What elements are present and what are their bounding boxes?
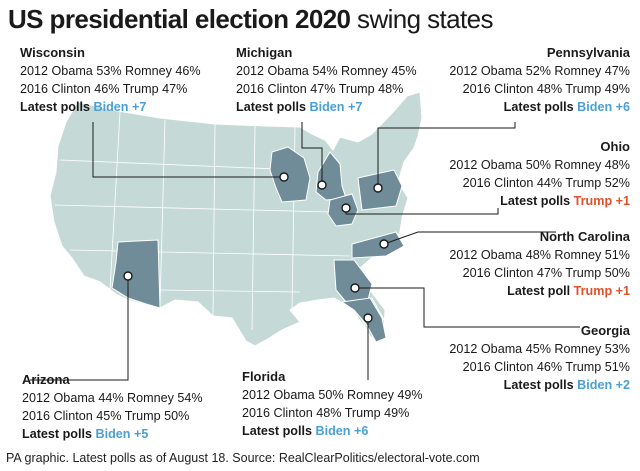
state-arizona [111,239,161,309]
latest-polls: Latest polls Biden +6 [242,422,423,440]
result-2016: 2016 Clinton 45% Trump 50% [22,409,190,423]
result-2012: 2012 Obama 50% Romney 48% [449,158,630,172]
state-wisconsin [269,146,311,203]
result-2012: 2012 Obama 48% Romney 51% [449,248,630,262]
leader-georgia [355,287,580,328]
leader-michigan [301,122,323,185]
title-bold: US presidential election 2020 [8,4,351,34]
latest-polls: Latest polls Biden +2 [449,376,630,394]
result-2012: 2012 Obama 53% Romney 46% [20,64,201,78]
result-2016: 2016 Clinton 46% Trump 51% [462,360,630,374]
result-2012: 2012 Obama 44% Romney 54% [22,391,203,405]
label-ohio: Ohio 2012 Obama 50% Romney 48% 2016 Clin… [449,138,630,210]
latest-polls: Latest polls Biden +5 [22,425,203,443]
result-2016: 2016 Clinton 48% Trump 49% [242,406,410,420]
result-2012: 2012 Obama 54% Romney 45% [236,64,417,78]
poll-label: Latest polls [236,100,306,114]
leader-wisconsin [92,122,284,178]
leader-arizona [30,276,129,381]
leader-pennsylvania [377,122,516,188]
state-name: Georgia [580,323,630,338]
label-pennsylvania: Pennsylvania 2012 Obama 52% Romney 47% 2… [449,44,630,116]
marker-georgia [350,283,360,293]
poll-label: Latest poll [507,284,571,298]
latest-polls: Latest polls Biden +7 [20,98,201,116]
label-wisconsin: Wisconsin 2012 Obama 53% Romney 46% 2016… [20,44,201,116]
marker-north-carolina [379,239,389,249]
swing-states [111,146,405,343]
poll-value: Trump +1 [573,284,630,298]
state-name: Michigan [236,45,293,60]
state-markers [123,172,389,323]
marker-pennsylvania [373,183,383,193]
result-2016: 2016 Clinton 47% Trump 50% [462,266,630,280]
label-north-carolina: North Carolina 2012 Obama 48% Romney 51%… [449,228,630,300]
state-name: Florida [242,369,286,384]
marker-ohio [341,203,351,213]
poll-label: Latest polls [20,100,90,114]
poll-value: Biden +7 [93,100,147,114]
page-title: US presidential election 2020 swing stat… [8,4,494,35]
state-name: Ohio [600,139,630,154]
marker-florida [363,313,373,323]
marker-arizona [123,271,133,281]
result-2016: 2016 Clinton 47% Trump 48% [236,82,404,96]
state-name: Pennsylvania [546,45,630,60]
label-georgia: Georgia 2012 Obama 45% Romney 53% 2016 C… [449,322,630,394]
source-note: PA graphic. Latest polls as of August 18… [6,451,480,465]
state-name: Wisconsin [20,45,85,60]
marker-wisconsin [279,172,289,182]
poll-value: Biden +6 [315,424,369,438]
result-2012: 2012 Obama 45% Romney 53% [449,342,630,356]
state-name: North Carolina [539,229,630,244]
marker-michigan [317,180,327,190]
latest-polls: Latest polls Biden +6 [449,98,630,116]
poll-value: Biden +5 [95,427,149,441]
poll-label: Latest polls [503,378,574,392]
poll-label: Latest polls [503,100,574,114]
leader-north-carolina [383,231,556,245]
label-arizona: Arizona 2012 Obama 44% Romney 54% 2016 C… [22,371,203,443]
poll-value: Biden +2 [577,378,630,392]
state-north-carolina [351,231,405,259]
leader-lines [30,122,580,381]
title-light: swing states [357,4,493,34]
result-2012: 2012 Obama 52% Romney 47% [449,64,630,78]
poll-value: Trump +1 [573,194,630,208]
label-michigan: Michigan 2012 Obama 54% Romney 45% 2016 … [236,44,417,116]
latest-polls: Latest polls Biden +7 [236,98,417,116]
poll-label: Latest polls [500,194,571,208]
latest-polls: Latest poll Trump +1 [449,282,630,300]
result-2016: 2016 Clinton 44% Trump 52% [462,176,630,190]
poll-value: Biden +6 [577,100,630,114]
state-borders [54,111,351,331]
state-name: Arizona [22,372,70,387]
poll-label: Latest polls [242,424,312,438]
result-2016: 2016 Clinton 48% Trump 49% [462,82,630,96]
result-2016: 2016 Clinton 46% Trump 47% [20,82,188,96]
poll-value: Biden +7 [309,100,363,114]
poll-label: Latest polls [22,427,92,441]
label-florida: Florida 2012 Obama 50% Romney 49% 2016 C… [242,368,423,440]
latest-polls: Latest polls Trump +1 [449,192,630,210]
result-2012: 2012 Obama 50% Romney 49% [242,388,423,402]
